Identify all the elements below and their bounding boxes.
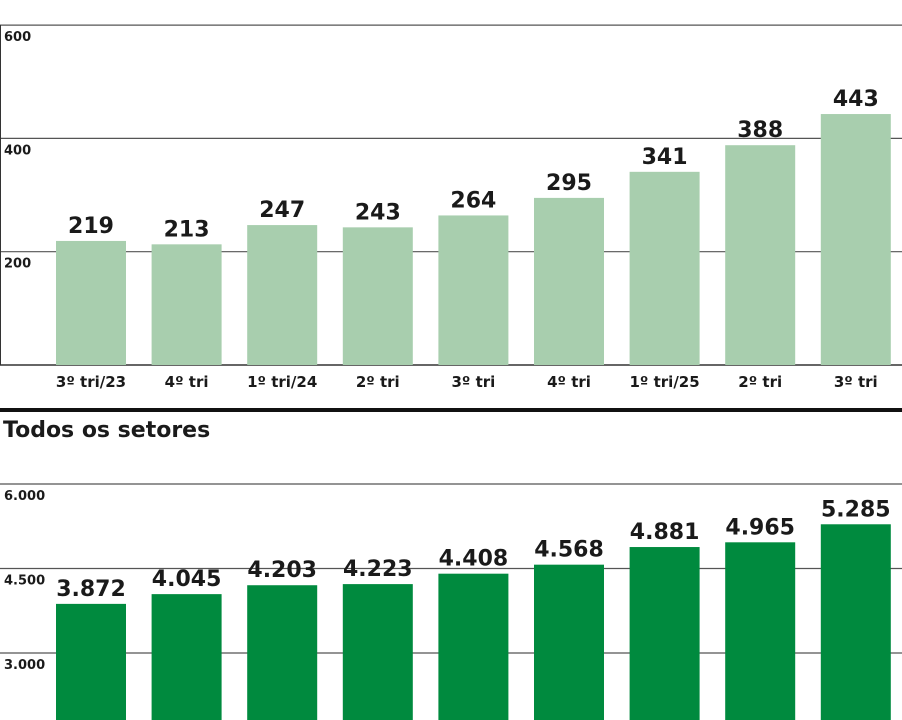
chart-2-bar xyxy=(56,603,126,720)
chart-1-value-label: 443 xyxy=(833,87,879,112)
chart-2-value-label: 5.285 xyxy=(821,497,891,522)
chart-2-y-tick-label: 4.500 xyxy=(4,574,45,589)
chart-2-bar xyxy=(247,585,318,720)
chart-1-category-label: 3º tri xyxy=(451,373,495,391)
chart-1-value-label: 388 xyxy=(737,118,783,143)
chart-2-value-label: 4.568 xyxy=(534,538,604,563)
chart-1-bar xyxy=(534,197,604,365)
chart-1-value-label: 295 xyxy=(546,171,592,196)
chart-1-value-label: 219 xyxy=(68,214,114,239)
chart-title-todos-os-setores: Todos os setores xyxy=(3,418,210,443)
chart-1-bar xyxy=(342,227,413,365)
chart-1-category-label: 1º tri/24 xyxy=(247,373,317,391)
chart-2-bar xyxy=(438,573,509,720)
chart-2-value-label: 4.881 xyxy=(630,520,700,545)
chart-1-value-label: 341 xyxy=(642,145,688,170)
chart-2-value-label: 4.408 xyxy=(439,547,509,572)
chart-1-bar xyxy=(725,145,796,365)
chart-1-category-label: 1º tri/25 xyxy=(630,373,700,391)
chart-1-category-label: 2º tri xyxy=(356,373,400,391)
chart-separator xyxy=(0,408,902,412)
chart-1-value-label: 243 xyxy=(355,200,401,225)
chart-2-bar xyxy=(725,542,796,720)
chart-1-category-label: 4º tri xyxy=(165,373,209,391)
chart-2-value-label: 4.223 xyxy=(343,557,413,582)
chart-2-bar xyxy=(342,584,413,720)
chart-2-y-tick-label: 3.000 xyxy=(4,658,45,673)
chart-1-y-tick-label: 600 xyxy=(4,30,31,45)
chart-1-y-tick-label: 200 xyxy=(4,257,31,272)
chart-1-category-label: 2º tri xyxy=(738,373,782,391)
chart-1-value-label: 247 xyxy=(259,198,305,223)
chart-2-y-tick-label: 6.000 xyxy=(4,489,45,504)
chart-1-bar xyxy=(247,225,318,365)
chart-1-category-label: 3º tri xyxy=(834,373,878,391)
chart-1-category-label: 4º tri xyxy=(547,373,591,391)
chart-1-bar xyxy=(820,114,891,365)
chart-1-bar xyxy=(438,215,509,365)
chart-1-bar xyxy=(151,244,222,365)
chart-1-category-label: 3º tri/23 xyxy=(56,373,126,391)
chart-1-value-label: 213 xyxy=(164,217,210,242)
chart-2-bar xyxy=(629,547,700,720)
chart-2-bar xyxy=(151,594,222,720)
chart-2-value-label: 4.045 xyxy=(152,567,222,592)
chart-1-bar xyxy=(56,240,126,365)
chart-1-y-tick-label: 400 xyxy=(4,143,31,158)
chart-2-value-label: 4.965 xyxy=(725,515,795,540)
chart-2-bar xyxy=(820,524,891,720)
chart-2-value-label: 4.203 xyxy=(247,558,317,583)
chart-2-bar xyxy=(534,564,604,720)
chart-1-bar xyxy=(629,171,700,365)
chart-1-value-label: 264 xyxy=(450,188,496,213)
chart-2-value-label: 3.872 xyxy=(56,577,126,602)
